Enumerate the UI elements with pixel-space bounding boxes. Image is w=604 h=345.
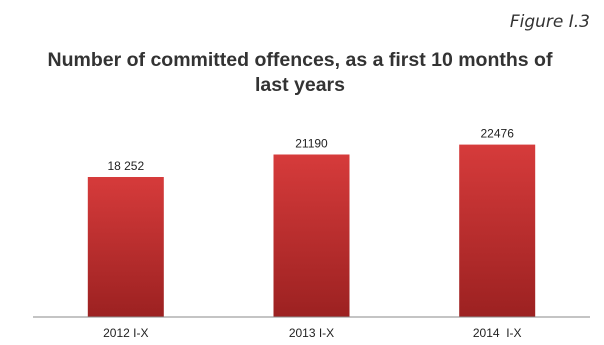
x-tick-label-3: 2014 I-X [473, 326, 522, 340]
bar-2 [273, 154, 350, 317]
bar-1 [87, 177, 164, 317]
x-tick-label-1: 2012 I-X [103, 326, 148, 340]
bar-value-label-2: 21190 [295, 137, 328, 151]
bar-value-label-3: 22476 [481, 127, 515, 141]
chart-title: Number of committed offences, as a first… [47, 49, 553, 96]
figure-label: Figure I.3 [509, 12, 590, 32]
x-tick-label-2: 2013 I-X [289, 326, 334, 340]
bar-3 [459, 144, 536, 317]
bar-value-label-1: 18 252 [107, 159, 144, 173]
